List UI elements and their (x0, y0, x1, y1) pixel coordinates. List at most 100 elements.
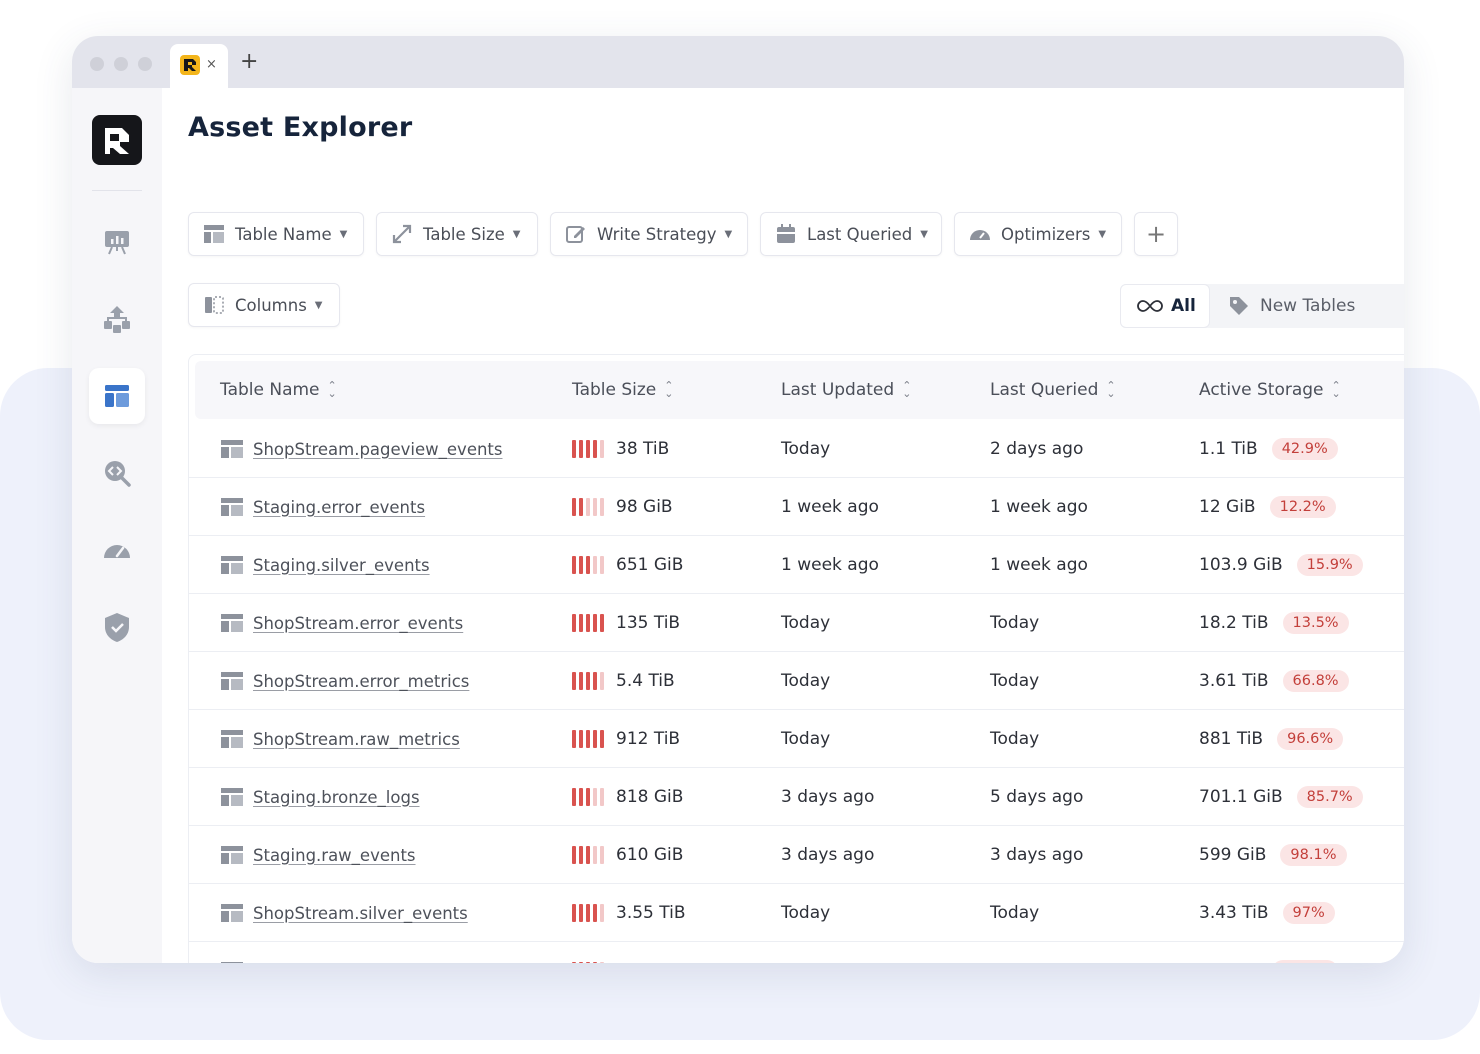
sidebar-item-performance[interactable] (89, 522, 145, 578)
sidebar-item-tables[interactable] (89, 368, 145, 424)
table-name-link[interactable]: ShopStream.pageview_events (253, 439, 503, 459)
table-row[interactable]: Staging.error_events 98 GiB 1 week ago 1 we… (189, 478, 1404, 536)
column-header-last-updated[interactable]: Last Updated ⌃ ⌄ (781, 361, 911, 419)
filter-label: Optimizers (1001, 224, 1091, 244)
table-row[interactable]: Staging.bronze_logs 818 GiB 3 days ago 5 da… (189, 768, 1404, 826)
table-icon (221, 788, 243, 806)
size-bar (586, 962, 590, 963)
storage-percent-badge: 42.9% (1271, 438, 1338, 460)
table-size-value: 818 GiB (616, 787, 684, 807)
caret-down-icon: ▼ (724, 228, 733, 240)
new-tab-button[interactable]: + (240, 49, 259, 74)
tab-close-button[interactable]: × (206, 57, 217, 72)
active-storage-value: 3.61 TiB (1199, 671, 1269, 691)
cell-table-name: ShopStream.raw_metrics (221, 710, 460, 768)
filter-last-queried[interactable]: Last Queried ▼ (760, 212, 942, 256)
caret-down-icon: ▼ (339, 228, 348, 240)
table-row[interactable]: ShopStream.raw_metrics 912 TiB Today Today 8… (189, 710, 1404, 768)
table-name-link[interactable]: ShopStream.silver_events (253, 903, 468, 923)
size-bars-icon (572, 498, 604, 516)
cell-last-queried: Today (990, 613, 1040, 633)
table-scope-toggle: All New Tables (1120, 284, 1404, 328)
table-row[interactable]: ShopStream.error_events 135 TiB Today Today… (189, 594, 1404, 652)
size-bar (586, 846, 590, 864)
cell-table-name: Staging.raw_events (221, 826, 416, 884)
size-bars-icon (572, 672, 604, 690)
table-row[interactable]: ShopStream.bronze_logs 8.9 TiB Today 2 days… (189, 942, 1404, 963)
table-size-value: 912 TiB (616, 729, 681, 749)
table-row[interactable]: ShopStream.silver_events 3.55 TiB Today Tod… (189, 884, 1404, 942)
size-bar (593, 614, 597, 632)
filter-table-size[interactable]: Table Size ▼ (376, 212, 538, 256)
table-size-value: 3.55 TiB (616, 903, 686, 923)
table-name-link[interactable]: Staging.silver_events (253, 555, 430, 575)
segment-all-label: All (1171, 296, 1196, 316)
size-bar (572, 498, 576, 516)
size-bar (586, 498, 590, 516)
sidebar-item-security[interactable] (89, 599, 145, 655)
edit-icon (565, 223, 587, 245)
filter-optimizers[interactable]: Optimizers ▼ (954, 212, 1122, 256)
size-bar (593, 556, 597, 574)
filter-table-name[interactable]: Table Name ▼ (188, 212, 364, 256)
cell-table-name: Staging.error_events (221, 478, 425, 536)
size-bar (579, 846, 583, 864)
window-minimize-dot[interactable] (114, 57, 128, 71)
table-name-link[interactable]: Staging.error_events (253, 497, 426, 517)
sidebar-item-lineage[interactable] (89, 291, 145, 347)
size-bar (600, 440, 604, 458)
window-close-dot[interactable] (90, 57, 104, 71)
filter-label: Table Size (423, 224, 505, 244)
column-header-active-storage[interactable]: Active Storage ⌃ ⌄ (1199, 361, 1341, 419)
cell-active-storage: 8.4 TiB 94.3% (1199, 942, 1338, 963)
segment-new-tables[interactable]: New Tables (1228, 284, 1355, 328)
table-name-link[interactable]: ShopStream.error_events (253, 613, 464, 633)
table-row[interactable]: ShopStream.pageview_events 38 TiB Today 2 d… (189, 420, 1404, 478)
table-name-link[interactable]: ShopStream.error_metrics (253, 671, 470, 691)
size-bar (593, 846, 597, 864)
table-name-link[interactable]: Staging.raw_events (253, 845, 416, 865)
infinity-icon (1137, 300, 1163, 312)
add-filter-button[interactable]: + (1134, 212, 1178, 256)
code-search-icon (105, 461, 131, 487)
storage-percent-badge: 13.5% (1282, 612, 1349, 634)
table-name-link[interactable]: ShopStream.bronze_logs (253, 962, 458, 964)
table-row[interactable]: Staging.silver_events 651 GiB 1 week ago 1 … (189, 536, 1404, 594)
browser-tab[interactable]: × (170, 44, 228, 88)
table-size-value: 38 TiB (616, 439, 670, 459)
table-row[interactable]: ShopStream.error_metrics 5.4 TiB Today Toda… (189, 652, 1404, 710)
size-bar (600, 962, 604, 963)
size-bar (586, 730, 590, 748)
segment-all[interactable]: All (1120, 284, 1210, 328)
size-bar (593, 440, 597, 458)
cell-last-queried: Today (990, 903, 1040, 923)
size-bars-icon (572, 556, 604, 574)
size-bar (572, 614, 576, 632)
header-label: Last Queried (990, 380, 1099, 400)
window-maximize-dot[interactable] (138, 57, 152, 71)
cell-table-name: ShopStream.error_events (221, 594, 463, 652)
cell-active-storage: 3.61 TiB 66.8% (1199, 652, 1349, 710)
main-content: Asset Explorer Table Name ▼ Table Size ▼… (162, 88, 1404, 963)
size-bar (579, 904, 583, 922)
sidebar-item-query[interactable] (89, 445, 145, 501)
table-name-link[interactable]: ShopStream.raw_metrics (253, 729, 460, 749)
cell-last-queried: 1 week ago (990, 555, 1088, 575)
brand-logo-icon[interactable] (92, 115, 142, 165)
filter-write-strategy[interactable]: Write Strategy ▼ (550, 212, 748, 256)
shield-check-icon (105, 613, 129, 642)
column-header-last-queried[interactable]: Last Queried ⌃ ⌄ (990, 361, 1116, 419)
sidebar-item-dashboard[interactable] (89, 214, 145, 270)
column-header-table-name[interactable]: Table Name ⌃ ⌄ (220, 361, 337, 419)
table-size-value: 651 GiB (616, 555, 684, 575)
columns-button[interactable]: Columns ▼ (188, 283, 340, 327)
header-label: Table Size (572, 380, 657, 400)
active-storage-value: 1.1 TiB (1199, 439, 1258, 459)
size-bar (593, 730, 597, 748)
column-header-table-size[interactable]: Table Size ⌃ ⌄ (572, 361, 673, 419)
table-row[interactable]: Staging.raw_events 610 GiB 3 days ago 3 day… (189, 826, 1404, 884)
sort-icon: ⌃ ⌄ (902, 379, 912, 400)
table-icon (221, 730, 243, 748)
cell-active-storage: 12 GiB 12.2% (1199, 478, 1336, 536)
table-name-link[interactable]: Staging.bronze_logs (253, 787, 420, 807)
